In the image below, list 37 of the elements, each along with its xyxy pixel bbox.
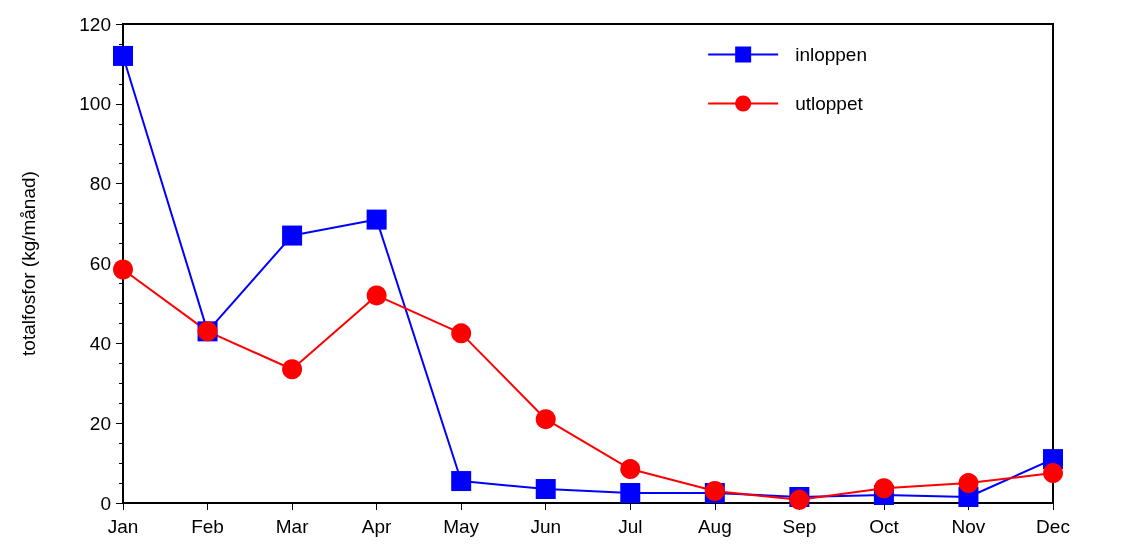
y-tick-label: 80 xyxy=(89,173,111,195)
y-tick-label: 20 xyxy=(89,412,111,434)
x-tick-label: Dec xyxy=(1036,516,1070,537)
point xyxy=(113,45,133,66)
y-tick-label: 100 xyxy=(79,93,111,115)
x-tick-label: Jul xyxy=(618,516,643,537)
point xyxy=(451,323,472,344)
point xyxy=(451,471,472,492)
point xyxy=(366,285,387,306)
point xyxy=(620,483,641,504)
x-tick-label: Aug xyxy=(697,516,732,537)
x-tick-label: Feb xyxy=(191,516,224,537)
x-tick-label: Apr xyxy=(361,516,393,537)
point xyxy=(282,225,303,246)
point xyxy=(873,478,894,499)
point xyxy=(535,479,556,500)
y-tick-label: 120 xyxy=(79,13,111,35)
x-tick-label: Jun xyxy=(530,516,562,537)
x-tick-label: May xyxy=(443,516,480,537)
point xyxy=(113,259,133,280)
legend-label: utloppet xyxy=(795,93,864,114)
point xyxy=(282,359,303,380)
y-tick-label: 40 xyxy=(89,332,111,354)
y-tick-label: 0 xyxy=(100,492,111,514)
y-axis-title: totalfosfor (kg/månad) xyxy=(18,171,39,356)
x-tick-label: Mar xyxy=(275,516,310,537)
point xyxy=(958,473,979,494)
x-tick-label: Jan xyxy=(107,516,139,537)
x-tick-label: Oct xyxy=(869,516,900,537)
point xyxy=(535,409,556,430)
point xyxy=(366,209,387,230)
x-tick-label: Nov xyxy=(951,516,986,537)
point xyxy=(620,459,641,480)
point xyxy=(1043,463,1063,484)
legend-label: inloppen xyxy=(795,44,867,65)
y-tick-label: 60 xyxy=(89,253,111,274)
x-tick-label: Sep xyxy=(782,516,817,537)
